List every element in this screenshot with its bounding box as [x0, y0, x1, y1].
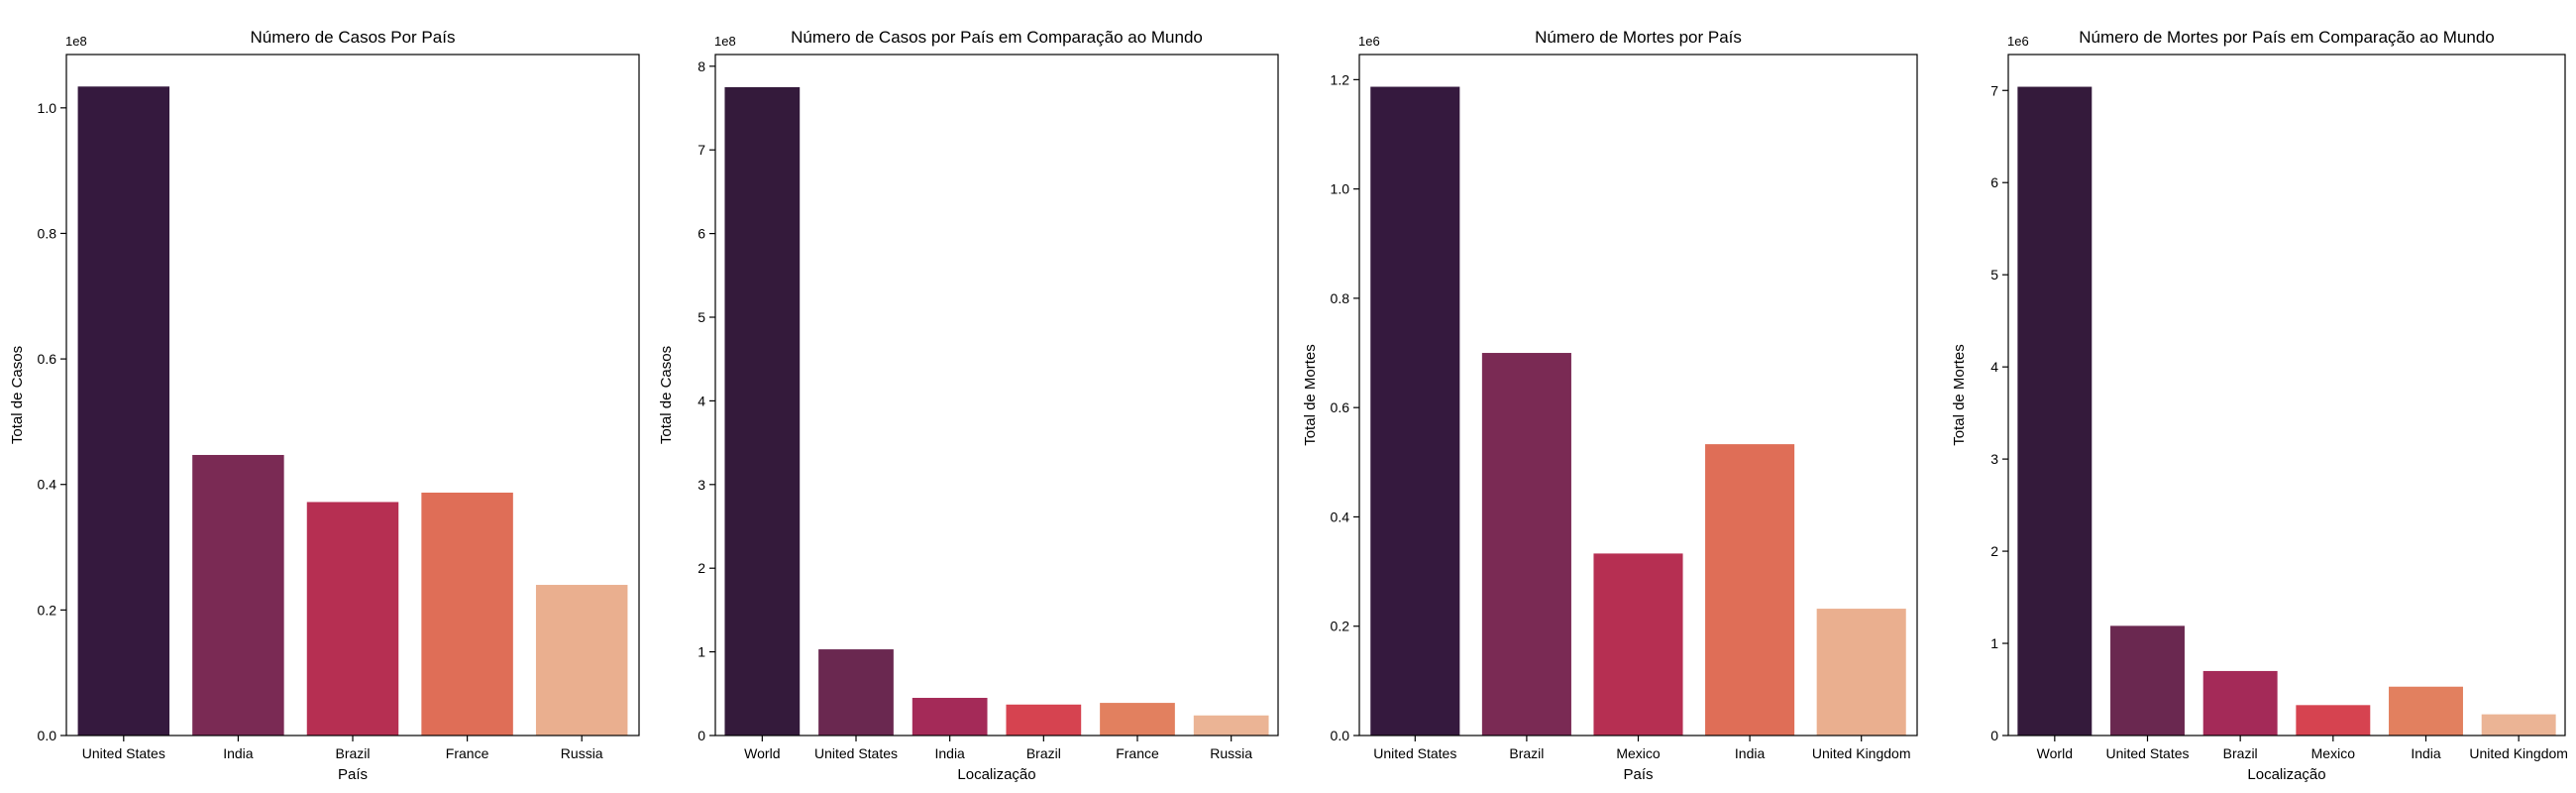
y-tick-label: 5: [1990, 267, 1998, 283]
y-axis-label: Total de Casos: [658, 346, 675, 444]
x-tick-label: India: [1735, 745, 1766, 761]
chart-2: 0 1 2 3 4 5 6 7 8 World United States India Brazil Fr…: [658, 28, 1279, 783]
x-tick-label: Brazil: [2223, 745, 2258, 761]
y-tick-label: 4: [698, 393, 705, 408]
x-tick-label: United States: [814, 745, 898, 761]
x-tick-label: Russia: [1210, 745, 1252, 761]
x-tick-label: Mexico: [1616, 745, 1661, 761]
chart-1: 0.0 0.2 0.4 0.6 0.8 1.0 United States India Braz…: [9, 28, 640, 783]
x-axis-label: País: [1623, 766, 1653, 783]
x-axis-label: País: [338, 766, 368, 783]
y-tick-label: 7: [1990, 82, 1998, 98]
bar-3: [2202, 670, 2278, 736]
y-tick-label: 0.8: [38, 225, 57, 241]
chart-title: Número de Casos por País em Comparação a…: [791, 28, 1203, 47]
x-tick-label: United Kingdom: [1812, 745, 1911, 761]
y-tick-label: 8: [698, 58, 705, 74]
y-tick-label: 4: [1990, 359, 1998, 375]
y-tick-label: 0.2: [1331, 619, 1350, 634]
chart-4: 0 1 2 3 4 5 6 7 World United States Brazil Mexico In…: [1951, 28, 2568, 783]
bar-4: [1006, 704, 1082, 736]
bar-2: [2110, 625, 2185, 736]
x-tick-label: India: [2411, 745, 2441, 761]
y-axis-label: Total de Mortes: [1951, 344, 1968, 446]
bar-6: [1193, 715, 1269, 736]
y-tick-label: 1.0: [1331, 181, 1350, 197]
x-tick-label: United States: [82, 745, 165, 761]
chart-title: Número de Mortes por País: [1535, 28, 1742, 47]
y-tick-label: 0.0: [38, 728, 57, 743]
bar-4: [421, 492, 513, 736]
y-tick-label: 1.0: [38, 100, 57, 116]
x-tick-label: Brazil: [335, 745, 370, 761]
y-tick-label: 0.8: [1331, 290, 1350, 306]
y-axis-label: Total de Casos: [9, 346, 26, 444]
y-tick-label: 6: [1990, 174, 1998, 190]
y-axis-offset-text: 1e8: [714, 34, 736, 49]
x-tick-label: World: [744, 745, 780, 761]
y-tick-label: 2: [698, 560, 705, 576]
x-tick-label: Brazil: [1026, 745, 1061, 761]
bar-3: [912, 698, 988, 736]
y-tick-label: 0.6: [38, 351, 57, 367]
y-tick-label: 0.4: [1331, 509, 1350, 524]
bar-2: [192, 454, 284, 736]
x-tick-label: Brazil: [1509, 745, 1544, 761]
chart-title: Número de Mortes por País em Comparação …: [2079, 28, 2495, 47]
x-axis-label: Localização: [957, 766, 1035, 783]
bar-3: [1593, 553, 1683, 736]
y-axis-offset-text: 1e8: [65, 34, 87, 49]
bar-6: [2481, 714, 2556, 736]
x-tick-label: United Kingdom: [2469, 745, 2568, 761]
x-tick-label: France: [446, 745, 489, 761]
y-tick-label: 2: [1990, 543, 1998, 559]
x-tick-label: France: [1116, 745, 1159, 761]
x-tick-label: Russia: [561, 745, 603, 761]
y-tick-label: 5: [698, 309, 705, 325]
y-tick-label: 0: [1990, 728, 1998, 743]
y-tick-label: 0: [698, 728, 705, 743]
x-tick-label: India: [934, 745, 965, 761]
y-axis-offset-text: 1e6: [1358, 34, 1380, 49]
chart-3: 0.0 0.2 0.4 0.6 0.8 1.0 1.2 United States Brazil…: [1302, 28, 1918, 783]
y-tick-label: 0.0: [1331, 728, 1350, 743]
y-tick-label: 6: [698, 226, 705, 242]
bar-4: [2296, 705, 2371, 736]
bar-1: [77, 86, 170, 736]
x-tick-label: India: [223, 745, 254, 761]
y-tick-label: 3: [698, 477, 705, 493]
x-tick-label: Mexico: [2311, 745, 2356, 761]
plot-frame: [2007, 54, 2566, 736]
bar-5: [535, 585, 628, 736]
bar-1: [724, 86, 801, 736]
y-tick-label: 0.6: [1331, 399, 1350, 415]
bar-1: [2017, 86, 2093, 736]
bar-5: [1816, 609, 1906, 736]
bar-5: [2389, 686, 2463, 736]
y-tick-label: 7: [698, 142, 705, 158]
y-axis-label: Total de Mortes: [1302, 344, 1319, 446]
bar-2: [1481, 353, 1571, 736]
bar-2: [818, 649, 894, 736]
x-tick-label: World: [2037, 745, 2073, 761]
y-tick-label: 3: [1990, 451, 1998, 467]
chart-title: Número de Casos Por País: [251, 28, 456, 47]
y-tick-label: 0.4: [38, 477, 57, 493]
bar-5: [1100, 703, 1175, 736]
bar-1: [1370, 86, 1460, 736]
y-tick-label: 1.2: [1331, 71, 1350, 87]
bar-4: [1705, 444, 1795, 736]
y-tick-label: 0.2: [38, 602, 57, 618]
plot-frame: [714, 54, 1279, 736]
y-axis-offset-text: 1e6: [2007, 34, 2029, 49]
bar-3: [306, 502, 399, 736]
x-tick-label: United States: [2105, 745, 2189, 761]
x-tick-label: United States: [1373, 745, 1456, 761]
x-axis-label: Localização: [2247, 766, 2325, 783]
y-tick-label: 1: [698, 644, 705, 660]
y-tick-label: 1: [1990, 635, 1998, 651]
